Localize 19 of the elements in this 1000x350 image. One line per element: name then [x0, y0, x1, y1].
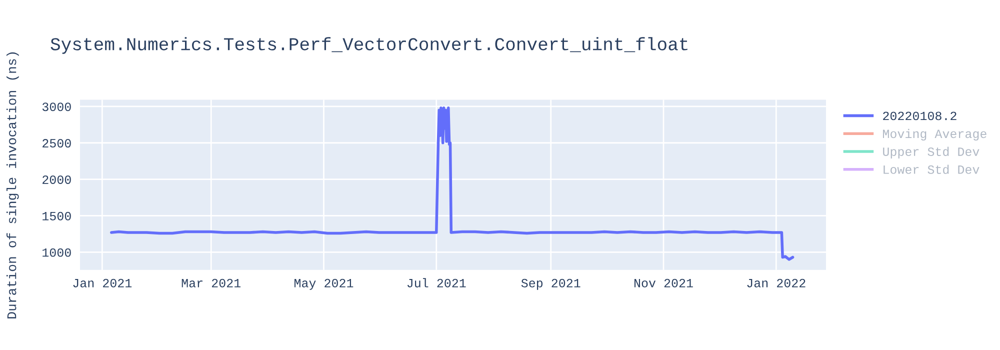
x-tick-label: Jan 2021 [73, 278, 132, 288]
x-tick-label: Sep 2021 [521, 278, 580, 290]
y-tick-label: 2500 [42, 139, 71, 148]
y-tick-label: 1000 [42, 248, 71, 257]
legend-label: Upper Std Dev [883, 146, 980, 158]
legend-label: Lower Std Dev [884, 164, 980, 174]
legend-label: 20220108.2 [883, 112, 956, 120]
y-axis-title: Duration of single invocation (ns) [6, 52, 19, 318]
y-tick-label: 2000 [42, 175, 71, 184]
x-tick-label: Jan 2022 [747, 278, 806, 288]
x-tick-label: Nov 2021 [634, 278, 693, 288]
y-tick-label: 1500 [42, 212, 71, 220]
x-tick-label: May 2021 [294, 278, 354, 290]
x-tick-label: Mar 2021 [182, 278, 240, 288]
legend-label: Moving Average [882, 128, 986, 141]
x-tick-label: Jul 2021 [407, 278, 466, 288]
y-tick-label: 3000 [42, 102, 71, 112]
chart-title: System.Numerics.Tests.Perf_VectorConvert.Convert_uint_float [50, 37, 688, 54]
line-series [110, 106, 794, 261]
